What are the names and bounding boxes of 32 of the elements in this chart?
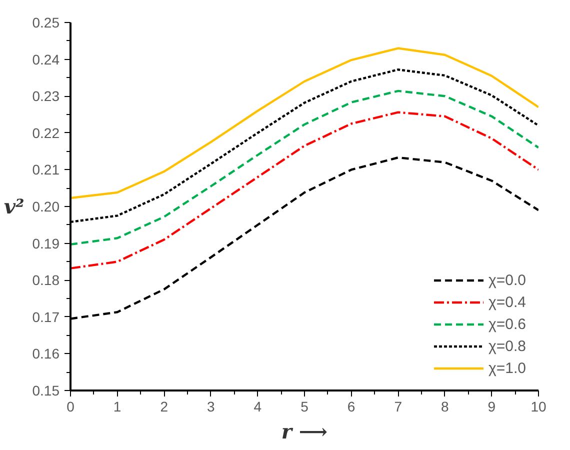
x-tick-label: 8 <box>441 398 450 414</box>
line-series <box>70 90 538 246</box>
y-tick-label: 0.20 <box>32 198 60 214</box>
x-tick-label: 7 <box>394 398 402 414</box>
x-tick-label: 1 <box>113 398 122 414</box>
y-tick-label: 0.19 <box>32 235 60 252</box>
y-tick-label: 0.22 <box>32 124 60 141</box>
x-tick-label: 9 <box>488 398 496 414</box>
line-series <box>70 111 538 270</box>
y-tick-label: 0.15 <box>32 382 60 398</box>
y-tick-label: 0.24 <box>32 51 60 68</box>
line-series <box>70 47 538 200</box>
y-tick-label: 0.25 <box>32 14 60 30</box>
y-tick-label: 0.17 <box>32 308 60 325</box>
y-tick-label: 0.23 <box>32 88 60 104</box>
x-tick-label: 0 <box>66 398 75 414</box>
x-tick-label: 2 <box>160 398 168 414</box>
x-tick-label: 4 <box>254 398 262 414</box>
legend-label: χ=1.0 <box>488 360 526 376</box>
x-tick-label: 6 <box>347 398 356 414</box>
y-tick-label: 0.16 <box>32 346 60 362</box>
x-tick-label: 3 <box>207 398 216 414</box>
y-tick-label: 0.18 <box>32 272 60 288</box>
x-tick-label: 10 <box>530 398 546 414</box>
y-tick-label: 0.21 <box>32 162 60 178</box>
y-axis-title: v² <box>4 194 24 218</box>
x-axis-title: r ⟶ <box>281 420 328 444</box>
x-tick-label: 5 <box>300 398 309 414</box>
legend-label: χ=0.0 <box>488 272 526 288</box>
legend-label: χ=0.8 <box>488 338 526 354</box>
legend-label: χ=0.4 <box>488 294 526 310</box>
legend-label: χ=0.6 <box>488 316 526 332</box>
